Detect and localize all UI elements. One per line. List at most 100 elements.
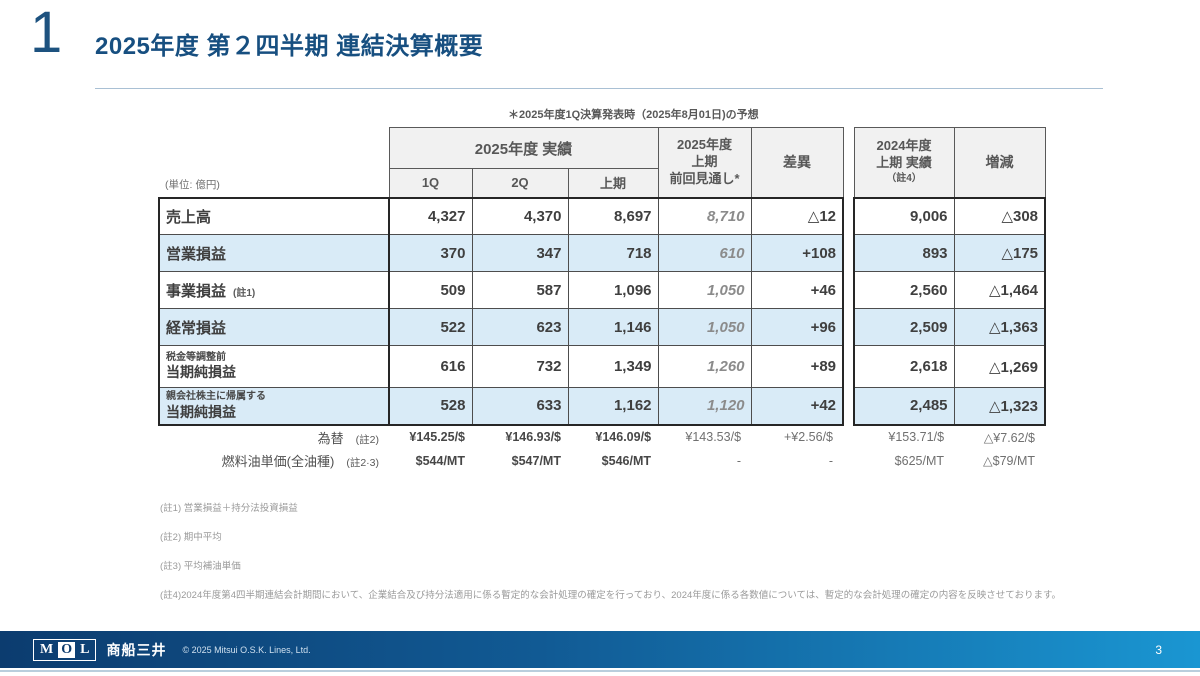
header-line: 2024年度 (876, 138, 932, 154)
table-cell: △1,269 (953, 345, 1047, 388)
table-row-profit-attributable-to-owners: 親会社株主に帰属する 当期純損益 528 633 1,162 1,120 +42… (158, 387, 1047, 426)
table-cell: +¥2.56/$ (751, 424, 844, 449)
table-cell: 2,618 (853, 345, 955, 388)
company-name: 商船三井 (106, 641, 167, 658)
row-label-note: (註1) (233, 287, 256, 299)
table-cell-forecast: 1,120 (657, 387, 752, 426)
table-cell: 623 (471, 308, 569, 346)
column-header-2q: 2Q (471, 168, 569, 198)
row-label: 税金等調整前 当期純損益 (158, 345, 390, 388)
table-cell: $546/MT (568, 448, 659, 473)
row-label-text: 事業損益 (166, 282, 227, 300)
unit-label: (単位: 億円) (159, 127, 389, 198)
table-cell: +89 (750, 345, 845, 388)
column-header-2024-actual: 2024年度 上期 実績 （註4） (853, 127, 955, 198)
table-cell: △1,363 (953, 308, 1047, 346)
footnote-1: (註1) 営業損益＋持分法投資損益 (160, 503, 298, 514)
header-line: 上期 実績 (876, 155, 932, 171)
table-cell-forecast: 1,050 (657, 271, 752, 309)
supp-label-text: 為替 (317, 430, 344, 446)
table-row-pretax-profit: 税金等調整前 当期純損益 616 732 1,349 1,260 +89 2,6… (158, 345, 1047, 388)
table-cell: 528 (388, 387, 473, 426)
table-cell-forecast: 1,260 (657, 345, 752, 388)
table-cell: +46 (750, 271, 845, 309)
row-label-text: 売上高 (166, 208, 212, 226)
header-line: 前回見通し* (669, 170, 740, 186)
slide-number: 1 (30, 0, 63, 65)
table-cell: 1,096 (567, 271, 659, 309)
table-cell: - (751, 448, 844, 473)
table-cell: ¥146.09/$ (568, 424, 659, 449)
table-cell: △¥7.62/$ (954, 424, 1046, 449)
table-cell: 4,370 (471, 196, 569, 235)
table-cell: 1,162 (567, 387, 659, 426)
table-cell: ¥145.25/$ (389, 424, 472, 449)
supp-label-note: (註2·3) (346, 457, 379, 469)
footnote-3: (註3) 平均補油単価 (160, 561, 241, 573)
bottom-accent-strip (0, 670, 1200, 672)
table-gap (843, 127, 855, 198)
table-cell: 1,146 (567, 308, 659, 346)
table-gap (843, 387, 855, 425)
table-cell: △12 (750, 196, 845, 235)
page-number: 3 (1155, 642, 1162, 657)
table-cell: +108 (750, 234, 845, 272)
column-header-forecast: 2025年度 上期 前回見通し* (657, 127, 752, 198)
column-header-h1: 上期 (567, 168, 659, 198)
column-header-2025-actual: 2025年度 実績 (388, 127, 659, 169)
table-cell: 347 (471, 234, 569, 272)
table-cell: $547/MT (472, 448, 568, 473)
supp-label-text: 燃料油単価(全油種) (221, 454, 335, 469)
table-gap (843, 234, 855, 272)
table-cell: 718 (567, 234, 659, 272)
header-line: 上期 (691, 153, 718, 169)
table-cell: △175 (953, 234, 1047, 272)
table-cell: 893 (853, 234, 955, 272)
footer-bar: M O L 商船三井 © 2025 Mitsui O.S.K. Lines, L… (0, 631, 1200, 668)
row-label: 売上高 (158, 196, 390, 235)
supp-label-note: (註2) (355, 433, 379, 446)
table-cell: ¥143.53/$ (658, 424, 752, 449)
table-row-business-profit: 事業損益 (註1) 509 587 1,096 1,050 +46 2,560 △… (158, 271, 1047, 309)
footnotes-block: (註1) 営業損益＋持分法投資損益 (註2) 期中平均 (註3) 平均補油単価 … (160, 500, 1080, 616)
table-cell: 2,509 (853, 308, 955, 346)
table-cell: 8,697 (567, 196, 659, 235)
header-line: 2025年度 (677, 136, 732, 152)
table-cell: 2,560 (853, 271, 955, 309)
column-header-change: 増減 (953, 127, 1046, 198)
table-cell: 509 (388, 271, 473, 309)
table-cell: 1,349 (567, 345, 659, 388)
row-label-text: 当期純損益 (166, 403, 236, 420)
table-row-ordinary-profit: 経常損益 522 623 1,146 1,050 +96 2,509 △1,36… (158, 308, 1047, 346)
header-row-sub: 1Q 2Q 上期 (159, 168, 1045, 198)
row-label: 親会社株主に帰属する 当期純損益 (158, 387, 390, 426)
mol-logo: M O L (33, 638, 97, 661)
table-gap (843, 271, 855, 309)
header-note: （註4） (886, 173, 922, 185)
title-divider (95, 88, 1103, 89)
table-cell: 370 (388, 234, 473, 272)
table-cell: 587 (471, 271, 569, 309)
table-cell: 4,327 (388, 196, 473, 235)
table-gap (843, 345, 855, 388)
table-cell: △1,323 (953, 387, 1047, 426)
table-row-bunker-price: 燃料油単価(全油種) (註2·3) $544/MT $547/MT $546/MT… (159, 448, 1046, 473)
results-table-container: (単位: 億円) 2025年度 実績 2025年度 上期 前回見通し* 差異 2… (158, 127, 1047, 473)
column-header-difference: 差異 (750, 127, 844, 198)
row-label: 経常損益 (158, 308, 390, 346)
table-cell: 633 (471, 387, 569, 426)
table-row-revenue: 売上高 4,327 4,370 8,697 8,710 △12 9,006 △3… (158, 196, 1047, 235)
row-label: 事業損益 (註1) (158, 271, 390, 309)
table-cell: 732 (471, 345, 569, 388)
table-cell: $625/MT (854, 448, 955, 473)
row-label-text: 経常損益 (166, 319, 227, 337)
table-gap (843, 448, 855, 473)
table-gap (843, 197, 855, 235)
table-cell: 616 (388, 345, 473, 388)
mol-logo-letter-l: L (80, 641, 90, 657)
row-label-text: 営業損益 (166, 245, 227, 263)
table-cell-forecast: 1,050 (657, 308, 752, 346)
table-row-exchange-rate: 為替 (註2) ¥145.25/$ ¥146.93/$ ¥146.09/$ ¥14… (159, 424, 1046, 449)
row-label-small: 親会社株主に帰属する (166, 391, 266, 403)
table-cell: △1,464 (953, 271, 1047, 309)
